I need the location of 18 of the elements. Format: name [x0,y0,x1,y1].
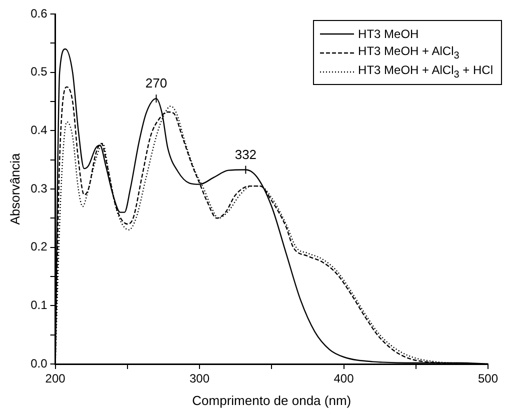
y-tick-label: 0.5 [30,64,48,79]
y-tick-label: 0.1 [30,298,48,312]
x-axis-title: Comprimento de onda (nm) [192,392,352,408]
x-tick-label: 400 [334,372,354,386]
y-axis-title: Absorvância [7,152,22,225]
legend-label: HT3 MeOH [358,26,419,40]
y-tick-label: 0.4 [30,122,48,137]
x-tick-label: 200 [45,372,66,386]
y-tick-label: 0.0 [30,356,48,370]
x-tick-label: 300 [190,372,210,386]
y-tick-label: 0.3 [30,181,48,196]
annotation: 332 [234,146,257,162]
x-tick-label: 500 [478,372,498,386]
y-tick-label: 0.2 [30,240,48,254]
y-tick-label: 0.6 [30,6,48,20]
legend-label: HT3 MeOH + AlCl$_{3}$ [358,44,460,62]
legend-label: HT3 MeOH + AlCl$_{3}$ + HCl [358,62,493,80]
annotation: 270 [145,76,168,91]
